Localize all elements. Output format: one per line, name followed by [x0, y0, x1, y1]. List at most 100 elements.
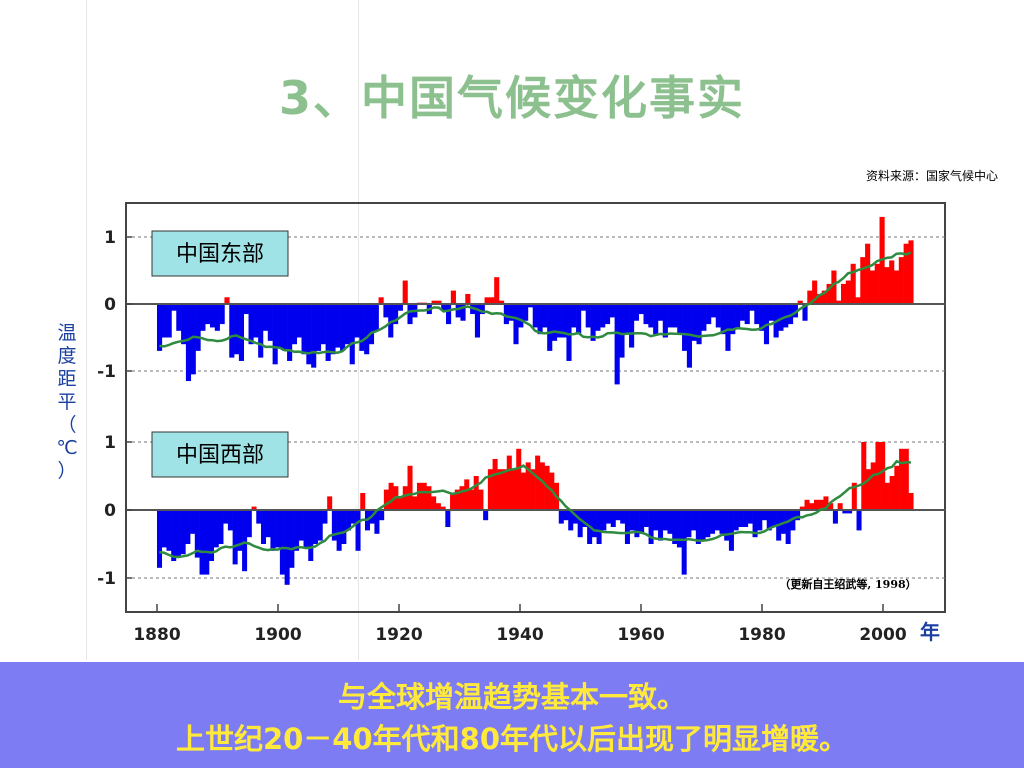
anomaly-bar — [530, 469, 536, 510]
x-tick-label: 1940 — [496, 625, 543, 645]
anomaly-bar — [416, 482, 422, 510]
anomaly-bar — [407, 465, 413, 510]
anomaly-bar — [657, 304, 664, 321]
anomaly-bar — [576, 304, 582, 335]
data-source-note: 资料来源：国家气候中心 — [865, 169, 998, 183]
anomaly-bar — [464, 479, 470, 510]
anomaly-bar — [643, 510, 649, 527]
anomaly-bar — [265, 510, 271, 538]
anomaly-bar — [287, 304, 293, 361]
anomaly-bar — [735, 304, 741, 328]
anomaly-bar — [804, 499, 810, 510]
anomaly-bar — [397, 304, 403, 311]
anomaly-bar — [238, 304, 245, 361]
anomaly-bar — [620, 510, 626, 524]
anomaly-bar — [161, 510, 167, 548]
anomaly-bar — [520, 472, 526, 510]
anomaly-bar — [865, 243, 871, 304]
anomaly-bar — [795, 510, 801, 521]
y-tick-label: 0 — [104, 501, 116, 521]
anomaly-bar — [672, 510, 678, 544]
anomaly-bar — [730, 304, 736, 335]
anomaly-bar — [450, 290, 456, 304]
anomaly-bar — [209, 304, 216, 328]
anomaly-bar — [294, 510, 300, 551]
anomaly-bar — [298, 510, 304, 541]
anomaly-bar — [242, 510, 248, 572]
anomaly-bar — [214, 304, 220, 331]
anomaly-bar — [336, 510, 342, 551]
anomaly-bar — [754, 304, 760, 325]
anomaly-bar — [157, 510, 163, 568]
anomaly-bar — [479, 304, 485, 315]
anomaly-bar — [523, 304, 529, 321]
anomaly-bar — [175, 510, 181, 558]
anomaly-bar — [355, 510, 361, 551]
anomaly-bar — [270, 510, 276, 551]
anomaly-bar — [508, 304, 514, 321]
anomaly-bar — [551, 304, 558, 341]
anomaly-bar — [705, 510, 711, 538]
anomaly-bar — [591, 510, 597, 538]
anomaly-bar — [710, 304, 717, 318]
anomaly-bar — [492, 459, 498, 510]
anomaly-bar — [609, 304, 615, 318]
anomaly-bar — [577, 510, 583, 538]
anomaly-bar — [301, 304, 307, 355]
anomaly-bar — [364, 304, 370, 355]
anomaly-bar — [568, 510, 574, 531]
anomaly-bar — [344, 304, 350, 345]
y-axis-label-char: 度 — [57, 345, 77, 367]
y-axis-label-char: ℃ — [56, 437, 78, 459]
anomaly-bar — [720, 304, 726, 335]
anomaly-bar — [831, 270, 837, 304]
anomaly-bar — [176, 304, 182, 331]
anomaly-bar — [359, 304, 365, 351]
anomaly-bar — [537, 304, 543, 335]
anomaly-bar — [615, 510, 621, 521]
anomaly-bar — [296, 304, 302, 338]
anomaly-bar — [185, 304, 192, 382]
anomaly-bar — [821, 290, 827, 304]
anomaly-bar — [747, 510, 753, 524]
anomaly-bar — [535, 455, 541, 510]
anomaly-bar — [260, 510, 267, 544]
anomaly-bar — [199, 510, 205, 575]
x-tick-label: 1980 — [738, 625, 785, 645]
anomaly-bar — [335, 304, 341, 348]
anomaly-bar — [431, 300, 437, 304]
anomaly-bar — [341, 510, 347, 544]
anomaly-bar — [762, 510, 768, 521]
anomaly-bar — [525, 462, 531, 510]
anomaly-bar — [571, 304, 577, 328]
anomaly-bar — [686, 510, 692, 538]
anomaly-bar — [402, 280, 408, 304]
anomaly-bar — [633, 304, 639, 321]
y-axis-label-char: 温 — [57, 322, 77, 344]
y-axis-label-char: 距 — [57, 368, 77, 390]
anomaly-bar — [388, 482, 394, 510]
anomaly-bar — [823, 496, 829, 510]
anomaly-bar — [691, 304, 697, 341]
anomaly-bar — [837, 503, 843, 510]
anomaly-bar — [606, 510, 612, 524]
anomaly-bar — [436, 300, 442, 304]
anomaly-bar — [847, 510, 853, 514]
anomaly-bar — [378, 297, 384, 304]
anomaly-bar — [797, 300, 803, 304]
panel-label: 中国东部 — [176, 242, 264, 267]
y-axis-label-char: 平 — [57, 391, 77, 413]
anomaly-bar — [483, 510, 489, 521]
anomaly-bar — [322, 510, 328, 524]
smoothed-trend-line — [159, 251, 912, 355]
anomaly-bar — [232, 510, 238, 565]
x-tick-label: 1900 — [254, 625, 301, 645]
anomaly-bar — [331, 510, 337, 541]
anomaly-bar — [503, 304, 509, 325]
anomaly-bar — [812, 280, 818, 304]
anomaly-bar — [330, 304, 336, 355]
anomaly-bar — [610, 510, 616, 527]
anomaly-bar — [629, 304, 635, 348]
anomaly-bar — [614, 304, 620, 385]
anomaly-bar — [171, 304, 177, 311]
